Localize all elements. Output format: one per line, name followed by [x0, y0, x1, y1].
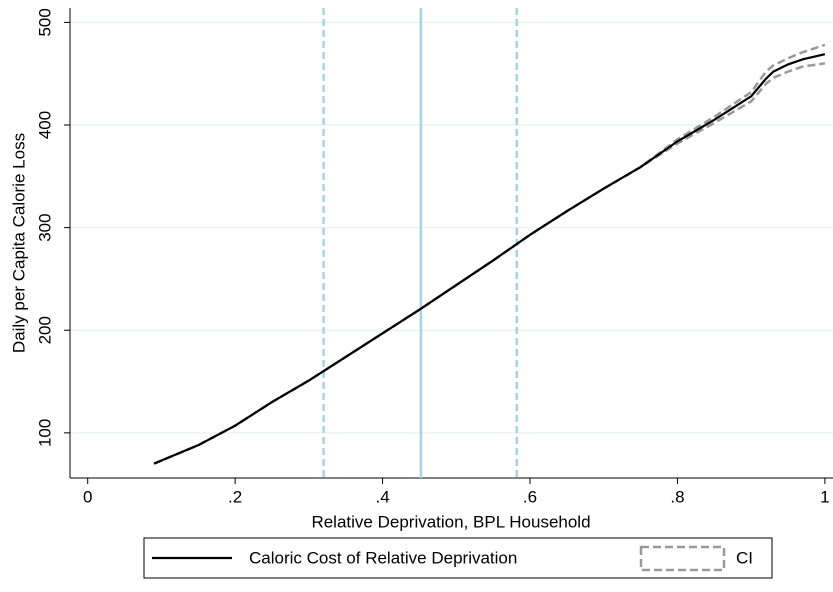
legend-swatch [639, 545, 726, 572]
y-tick-label: 100 [35, 419, 54, 447]
x-tick-label: 1 [820, 487, 829, 506]
x-tick-label: .8 [670, 487, 684, 506]
y-axis-title: Daily per Capita Calorie Loss [9, 133, 28, 353]
data-line [153, 53, 826, 465]
y-tick-label: 200 [35, 316, 54, 344]
x-tick-label: .4 [375, 487, 389, 506]
y-tick-label: 300 [35, 213, 54, 241]
x-tick-label: .6 [523, 487, 537, 506]
x-tick-label: 0 [83, 487, 92, 506]
x-axis-title: Relative Deprivation, BPL Household [311, 512, 590, 531]
legend-label: Caloric Cost of Relative Deprivation [249, 548, 517, 567]
ci-line [153, 43, 826, 465]
y-tick-label: 500 [35, 8, 54, 36]
legend-label: CI [736, 548, 753, 567]
x-tick-label: .2 [228, 487, 242, 506]
y-tick-label: 400 [35, 111, 54, 139]
